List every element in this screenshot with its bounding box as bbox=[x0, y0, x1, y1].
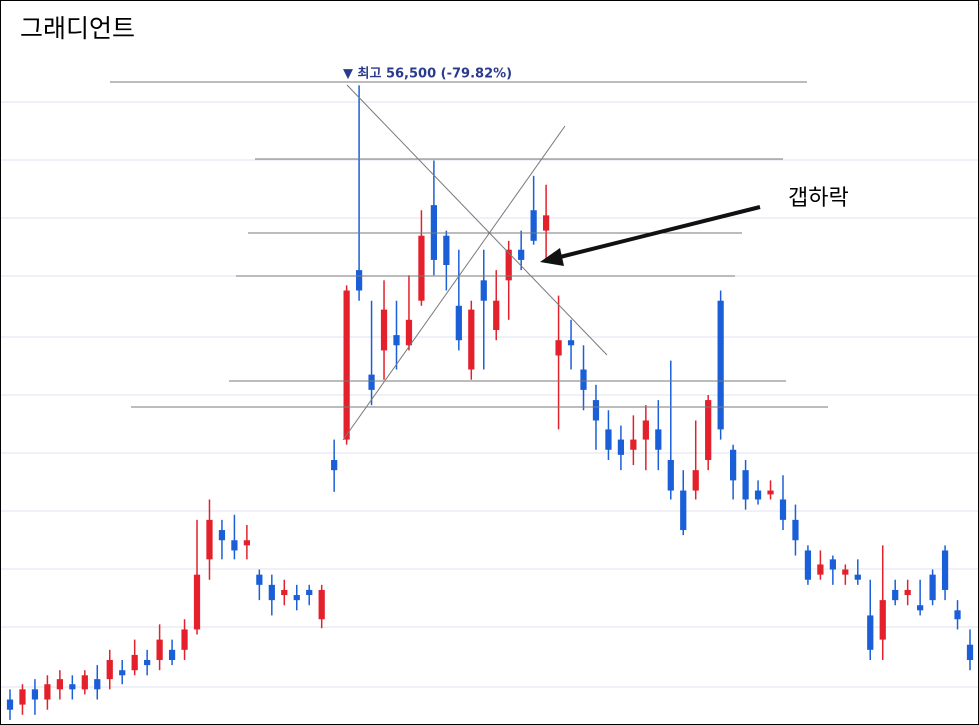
candle-body bbox=[256, 574, 263, 585]
candle-body bbox=[630, 439, 637, 450]
candle-body bbox=[717, 300, 724, 430]
candle-body bbox=[443, 235, 450, 266]
candle-body bbox=[642, 420, 649, 440]
candle-body bbox=[380, 309, 388, 351]
candle-body bbox=[754, 490, 762, 500]
candle-body bbox=[929, 574, 936, 601]
candle-body bbox=[854, 574, 861, 580]
candle-body bbox=[106, 660, 113, 680]
candle-body bbox=[705, 400, 712, 460]
candle-body bbox=[904, 589, 911, 596]
candle-body bbox=[268, 584, 275, 601]
candle-body bbox=[56, 679, 63, 690]
candle-body bbox=[680, 490, 687, 531]
candle-body bbox=[168, 649, 176, 661]
chart-title: 그래디언트 bbox=[20, 14, 135, 43]
gap-annotation: 갭하락 bbox=[788, 186, 849, 211]
candle-body bbox=[31, 689, 39, 700]
candle-body bbox=[418, 235, 425, 301]
candle-body bbox=[555, 340, 562, 356]
candle-body bbox=[69, 684, 76, 690]
trend-line bbox=[342, 125, 566, 441]
candle-body bbox=[966, 644, 974, 661]
candle-body bbox=[542, 215, 550, 231]
candle-body bbox=[81, 675, 88, 690]
candle-body bbox=[605, 429, 612, 450]
candle-body bbox=[580, 369, 587, 390]
candle-body bbox=[842, 569, 849, 575]
candle-body bbox=[131, 654, 138, 671]
candle-body bbox=[592, 400, 600, 421]
candle-body bbox=[468, 309, 475, 370]
candle-body bbox=[742, 470, 749, 500]
candle-body bbox=[281, 589, 288, 596]
candle-body bbox=[156, 639, 163, 661]
candle-body bbox=[829, 559, 836, 570]
candle-body bbox=[567, 340, 575, 346]
candle-body bbox=[206, 519, 213, 560]
candle-body bbox=[817, 564, 824, 575]
candle-body bbox=[493, 300, 500, 331]
candle-body bbox=[767, 490, 774, 495]
candle-body bbox=[405, 319, 413, 346]
candle-body bbox=[692, 470, 699, 491]
candle-body bbox=[368, 374, 375, 390]
candle-body bbox=[617, 439, 625, 455]
candle-body bbox=[193, 574, 201, 630]
candle-body bbox=[455, 305, 462, 341]
candle-body bbox=[954, 610, 961, 620]
candle-body bbox=[655, 429, 662, 450]
candle-body bbox=[393, 335, 400, 346]
candle-body bbox=[293, 595, 300, 601]
candle-body bbox=[730, 449, 737, 481]
candle-body bbox=[19, 689, 26, 705]
candle-body bbox=[804, 550, 812, 580]
candle-body bbox=[44, 684, 51, 700]
candle-body bbox=[318, 589, 325, 620]
candle-body bbox=[355, 270, 363, 291]
candle-body bbox=[879, 600, 886, 640]
candle-body bbox=[792, 519, 799, 541]
candle-body bbox=[306, 589, 313, 596]
candle-body bbox=[917, 605, 924, 611]
candle-body bbox=[231, 540, 238, 551]
candle-body bbox=[518, 249, 525, 260]
candle-body bbox=[480, 280, 487, 301]
candle-body bbox=[779, 499, 787, 520]
candle-body bbox=[218, 530, 226, 541]
candle-body bbox=[941, 550, 949, 590]
arrow-head bbox=[540, 248, 564, 266]
candle-body bbox=[144, 660, 151, 666]
candle-body bbox=[867, 615, 874, 650]
candles bbox=[6, 85, 974, 720]
trend-line bbox=[346, 84, 608, 356]
candle-body bbox=[181, 629, 188, 650]
candle-body bbox=[667, 459, 674, 491]
candle-body bbox=[892, 589, 899, 601]
candle-body bbox=[119, 670, 126, 676]
peak-annotation: ▼ 최고 56,500 (-79.82%) bbox=[343, 67, 512, 82]
drawing-lines bbox=[110, 81, 828, 441]
candle-body bbox=[530, 210, 537, 241]
grid bbox=[1, 101, 978, 688]
candle-body bbox=[94, 679, 101, 690]
candle-body bbox=[6, 699, 14, 710]
arrow-shaft bbox=[555, 205, 761, 260]
candle-body bbox=[343, 290, 350, 440]
candle-body bbox=[331, 459, 338, 471]
candle-body bbox=[243, 540, 250, 546]
candle-body bbox=[505, 249, 512, 281]
